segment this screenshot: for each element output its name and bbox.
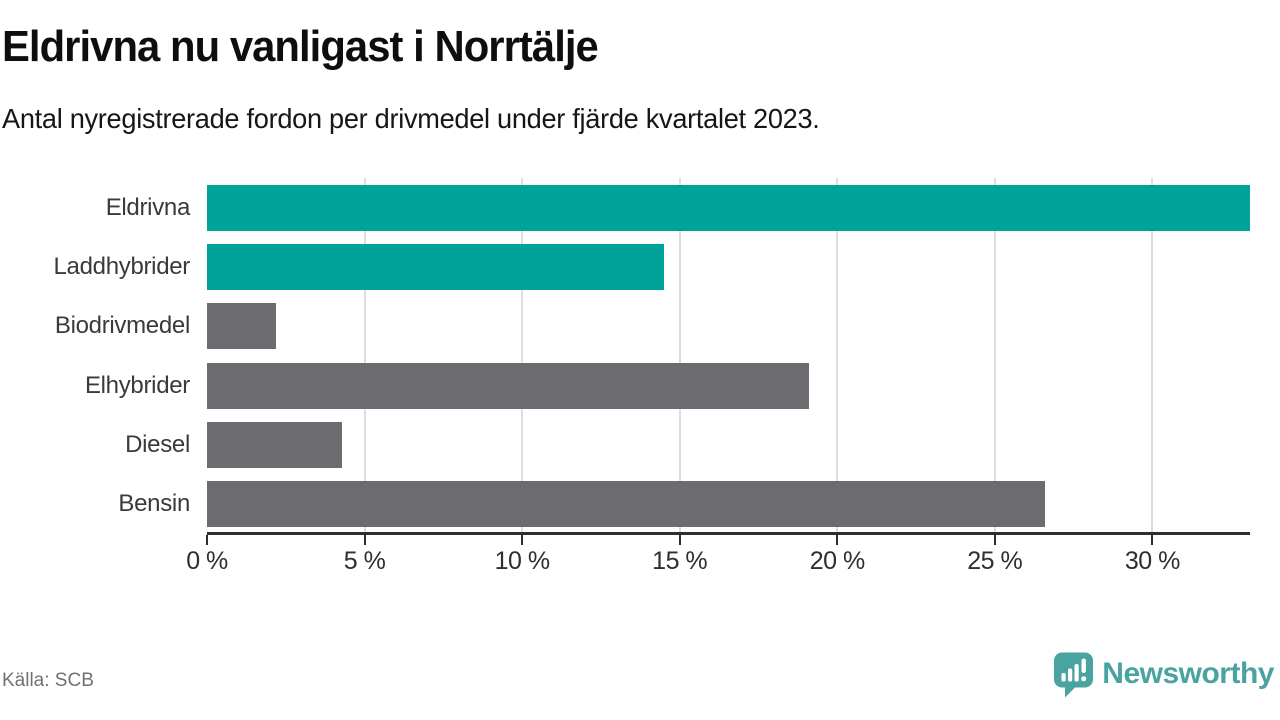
category-label-laddhybrider: Laddhybrider (53, 252, 191, 280)
x-tick-label-25: 25 % (967, 547, 1023, 575)
category-label-elhybrider: Elhybrider (84, 371, 190, 399)
gridline-20 (836, 178, 839, 534)
category-label-eldrivna: Eldrivna (105, 193, 191, 221)
logo-exclamation-dot (1081, 676, 1087, 682)
x-tick-label-0: 0 % (186, 547, 228, 575)
category-labels: Eldrivna Laddhybrider Biodrivmedel Elhybrid… (0, 178, 191, 534)
logo-bar-small (1061, 673, 1066, 682)
x-tick-label-10: 10 % (494, 547, 550, 575)
gridline-30 (1151, 178, 1154, 534)
gridline-25 (993, 178, 996, 534)
chart-subtitle: Antal nyregistrerade fordon per drivmede… (2, 103, 820, 134)
x-tick-25 (993, 535, 996, 545)
x-tick-label-15: 15 % (652, 547, 708, 575)
category-label-diesel: Diesel (125, 430, 190, 458)
x-tick-label-5: 5 % (343, 547, 386, 575)
logo-bar-tall (1074, 664, 1079, 682)
newsworthy-logo: Newsworthy (1053, 652, 1274, 698)
gridline-5 (363, 178, 366, 534)
source-text: Källa: SCB (2, 670, 94, 691)
bar-laddhybrider (207, 244, 664, 290)
x-tick-15 (678, 535, 681, 545)
logo-exclamation-bar (1081, 658, 1087, 673)
bar-bensin (207, 481, 1046, 528)
logo-bar-medium (1068, 668, 1073, 682)
bar-eldrivna (207, 184, 1250, 231)
category-label-biodrivmedel: Biodrivmedel (54, 312, 190, 340)
bar-biodrivmedel (207, 303, 277, 350)
newsworthy-logo-text: Newsworthy (1102, 657, 1274, 690)
bar-elhybrider (207, 362, 809, 409)
x-tick-label-30: 30 % (1124, 547, 1180, 575)
gridline-10 (521, 178, 524, 534)
category-label-bensin: Bensin (118, 490, 190, 518)
x-tick-20 (836, 535, 839, 545)
x-tick-30 (1151, 535, 1154, 545)
newsworthy-logo-icon (1054, 652, 1094, 698)
x-tick-label-20: 20 % (809, 547, 865, 575)
x-axis-line (207, 532, 1250, 535)
gridline-15 (678, 178, 681, 534)
bar-diesel (207, 422, 343, 468)
plot-area: 0 % 5 % 10 % 15 % 20 % 25 % 30 % (186, 178, 1250, 575)
x-tick-0 (206, 535, 208, 545)
chart-title: Eldrivna nu vanligast i Norrtälje (2, 22, 599, 71)
x-tick-10 (521, 535, 524, 545)
x-tick-5 (363, 535, 366, 545)
